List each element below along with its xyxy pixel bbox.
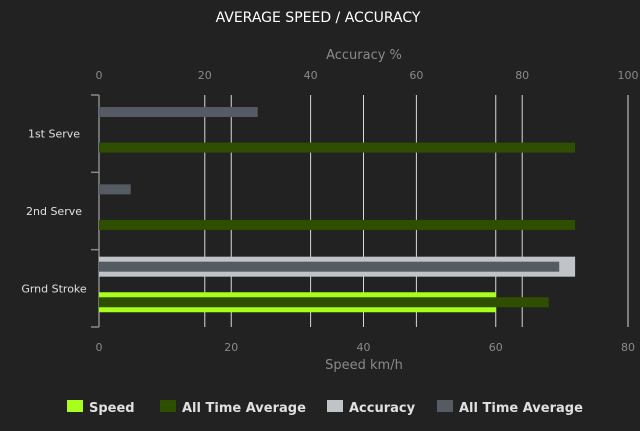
legend-swatch <box>327 400 343 412</box>
chart-title: AVERAGE SPEED / ACCURACY <box>216 10 421 26</box>
top-tick-label: 20 <box>198 69 212 82</box>
speed-all-time-average-bar <box>99 142 576 153</box>
legend-label: Accuracy <box>349 401 416 416</box>
bottom-tick-label: 40 <box>357 341 371 354</box>
legend-label: All Time Average <box>459 401 583 416</box>
accuracy-all-time-average-bar <box>99 184 131 195</box>
legend-swatch <box>437 400 453 412</box>
legend-label: All Time Average <box>182 401 306 416</box>
legend-label: Speed <box>89 401 135 416</box>
top-tick-label: 80 <box>515 69 529 82</box>
top-tick-label: 40 <box>304 69 318 82</box>
bottom-tick-label: 0 <box>96 341 103 354</box>
bottom-tick-label: 80 <box>621 341 635 354</box>
top-tick-label: 60 <box>409 69 423 82</box>
category-label: 1st Serve <box>28 128 80 141</box>
category-label: Grnd Stroke <box>21 282 87 295</box>
bottom-tick-label: 20 <box>224 341 238 354</box>
accuracy-all-time-average-bar <box>99 107 258 118</box>
bottom-tick-label: 60 <box>489 341 503 354</box>
speed-all-time-average-bar <box>99 219 576 230</box>
category-label: 2nd Serve <box>26 205 82 218</box>
top-tick-label: 100 <box>618 69 639 82</box>
top-axis-label: Accuracy % <box>326 48 402 63</box>
legend-swatch <box>160 400 176 412</box>
speed-all-time-average-bar <box>99 297 549 308</box>
legend-swatch <box>67 400 83 412</box>
top-tick-label: 0 <box>96 69 103 82</box>
bottom-axis-label: Speed km/h <box>325 358 403 373</box>
accuracy-all-time-average-bar <box>99 261 560 272</box>
